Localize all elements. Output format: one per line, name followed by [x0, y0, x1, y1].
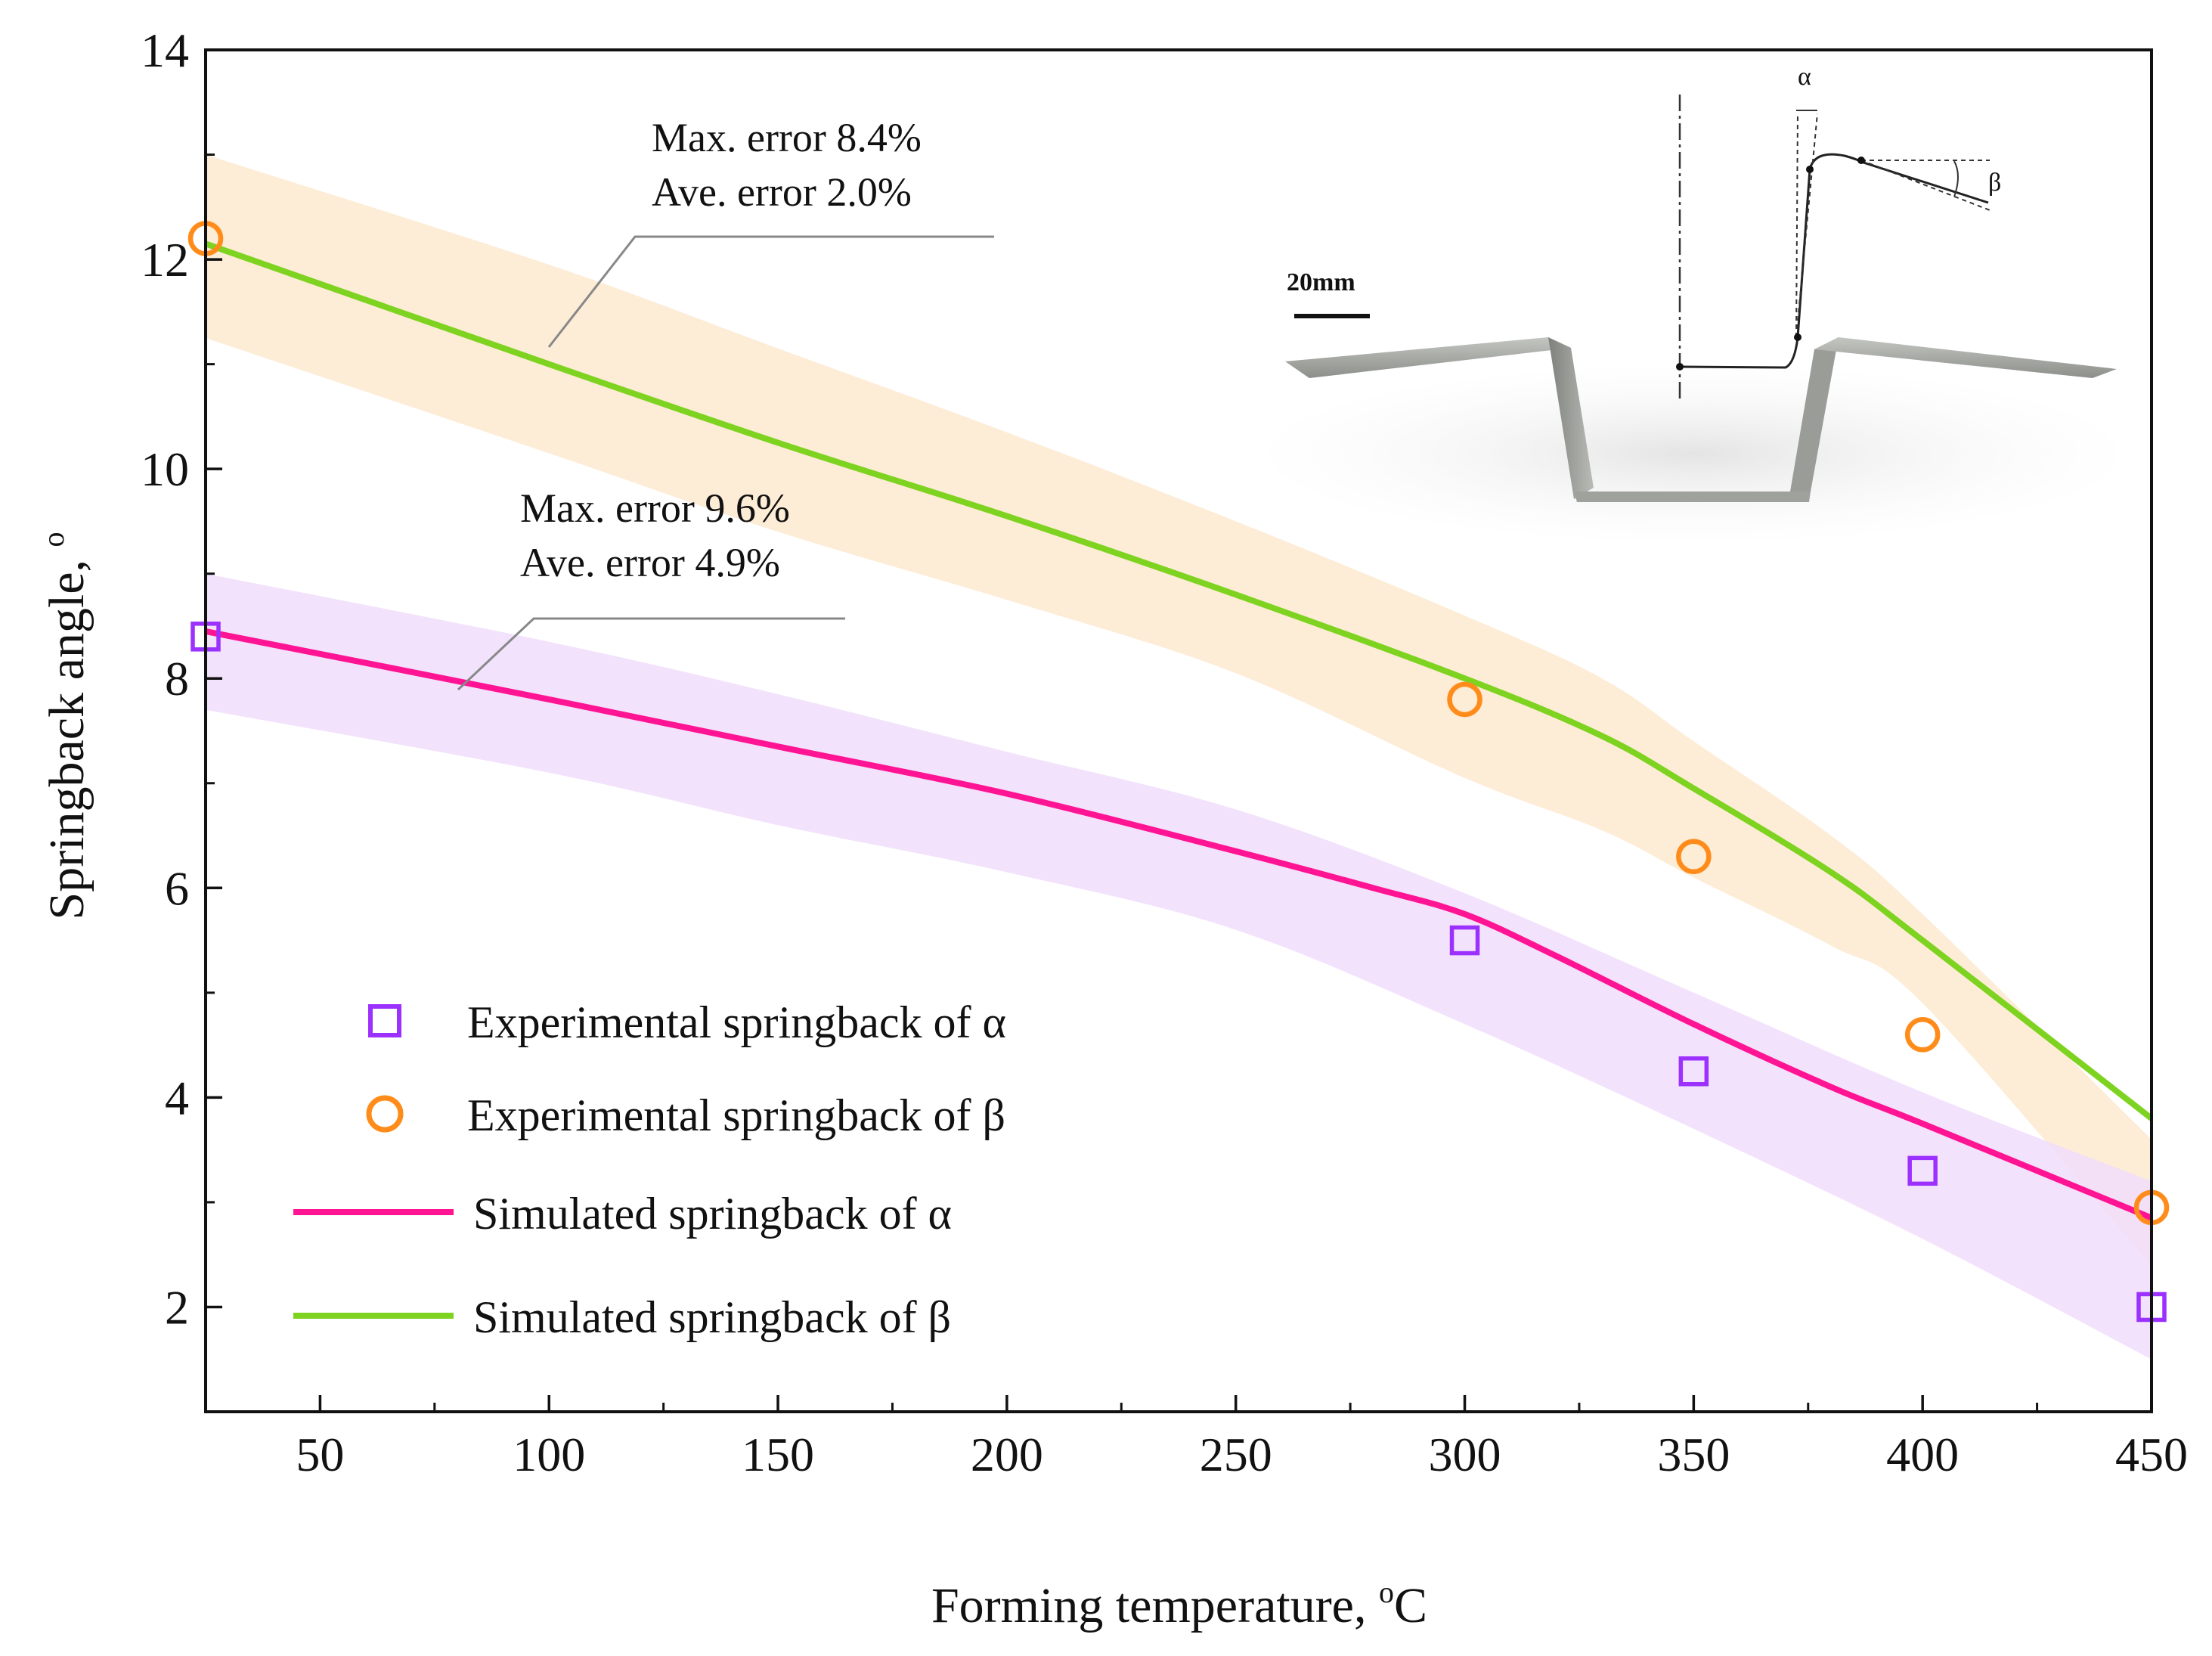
y-axis-title-main: Springback angle, [39, 547, 94, 919]
error-bands [206, 154, 2152, 1360]
inset-alpha-ref-line [1795, 113, 1798, 338]
simulated-lines [204, 240, 2154, 1221]
simulated-line-alpha [205, 628, 2153, 1221]
inset-beta-tangent [1860, 160, 1990, 211]
inset-shadow [1270, 367, 2117, 541]
annotation-alpha-leader [457, 617, 845, 691]
y-tick-label: 12 [141, 233, 189, 287]
y-axis-ticks: 2 4 6 8 10 12 14 [141, 23, 222, 1413]
legend-label-sim-alpha: Simulated springback of α [473, 1189, 952, 1239]
annotation-alpha-ave-error: Ave. error 4.9% [520, 540, 780, 585]
simulated-line-beta [204, 240, 2154, 1121]
inset-left-wall [1548, 337, 1594, 499]
exp-point-beta [1904, 1017, 1941, 1053]
inset-point-2 [1794, 333, 1802, 341]
y-tick-label: 2 [165, 1280, 189, 1334]
x-axis-title: Forming temperature, oC [931, 1575, 1427, 1633]
inset-beta-arc [1953, 160, 1959, 197]
inset-point-3 [1806, 166, 1814, 173]
x-axis-ticks: 50 100 150 200 250 300 350 400 450 [296, 1395, 2188, 1481]
annotation-beta-ave-error: Ave. error 2.0% [652, 169, 912, 215]
x-axis-title-degree: o [1379, 1575, 1394, 1609]
legend-label-exp-alpha: Experimental springback of α [467, 997, 1006, 1047]
annotation-alpha-max-error: Max. error 9.6% [520, 485, 790, 531]
inset-alpha-symbol: α [1798, 63, 1811, 91]
annotation-alpha-error: Max. error 9.6% Ave. error 4.9% [457, 485, 845, 691]
x-tick-label: 400 [1886, 1428, 1959, 1481]
x-axis-title-unit: C [1394, 1578, 1427, 1633]
y-tick-label: 4 [165, 1071, 189, 1124]
x-tick-label: 150 [742, 1428, 814, 1481]
x-axis-title-main: Forming temperature, [931, 1578, 1379, 1633]
y-tick-label: 10 [141, 442, 189, 496]
inset-alpha-wall-line [1795, 113, 1818, 338]
exp-point-alpha [1907, 1155, 1938, 1186]
y-axis-title: Springback angle, o [36, 532, 94, 919]
x-tick-label: 300 [1429, 1428, 1501, 1481]
inset-bottom [1574, 492, 1811, 502]
x-tick-label: 100 [513, 1428, 585, 1481]
y-axis-title-degree: o [36, 532, 70, 547]
x-tick-label: 450 [2115, 1428, 2188, 1481]
inset-left-flange [1285, 337, 1571, 378]
inset-point-4 [1857, 157, 1865, 164]
inset-figure: 20mm α β [1270, 63, 2117, 541]
legend-marker-square [368, 1004, 401, 1037]
legend-label-sim-beta: Simulated springback of β [473, 1292, 951, 1342]
y-tick-label: 14 [141, 23, 189, 77]
annotation-beta-max-error: Max. error 8.4% [652, 115, 922, 160]
x-tick-label: 200 [971, 1428, 1043, 1481]
legend-label-exp-beta: Experimental springback of β [467, 1090, 1005, 1140]
plot-frame [204, 48, 2153, 1413]
y-tick-label: 8 [165, 652, 189, 706]
error-band-beta [206, 154, 2152, 1265]
inset-right-flange [1814, 337, 2117, 378]
x-tick-label: 350 [1657, 1428, 1730, 1481]
legend-marker-circle [366, 1095, 404, 1133]
annotation-beta-error: Max. error 8.4% Ave. error 2.0% [547, 115, 994, 348]
exp-point-alpha [1678, 1056, 1709, 1087]
inset-profile-curve [1679, 153, 1989, 369]
legend: Experimental springback of α Experimenta… [293, 997, 1006, 1342]
inset-scale-label: 20mm [1287, 268, 1355, 296]
y-tick-label: 6 [165, 861, 189, 915]
inset-right-wall [1790, 337, 1839, 492]
error-band-alpha [206, 573, 2152, 1360]
inset-beta-symbol: β [1988, 169, 2001, 197]
annotation-beta-leader [547, 235, 994, 348]
inset-point-1 [1676, 363, 1684, 371]
x-tick-label: 250 [1200, 1428, 1272, 1481]
exp-point-beta [1447, 681, 1482, 718]
x-tick-label: 50 [296, 1428, 344, 1481]
exp-point-alpha [1449, 925, 1480, 956]
exp-point-beta [1676, 839, 1712, 874]
